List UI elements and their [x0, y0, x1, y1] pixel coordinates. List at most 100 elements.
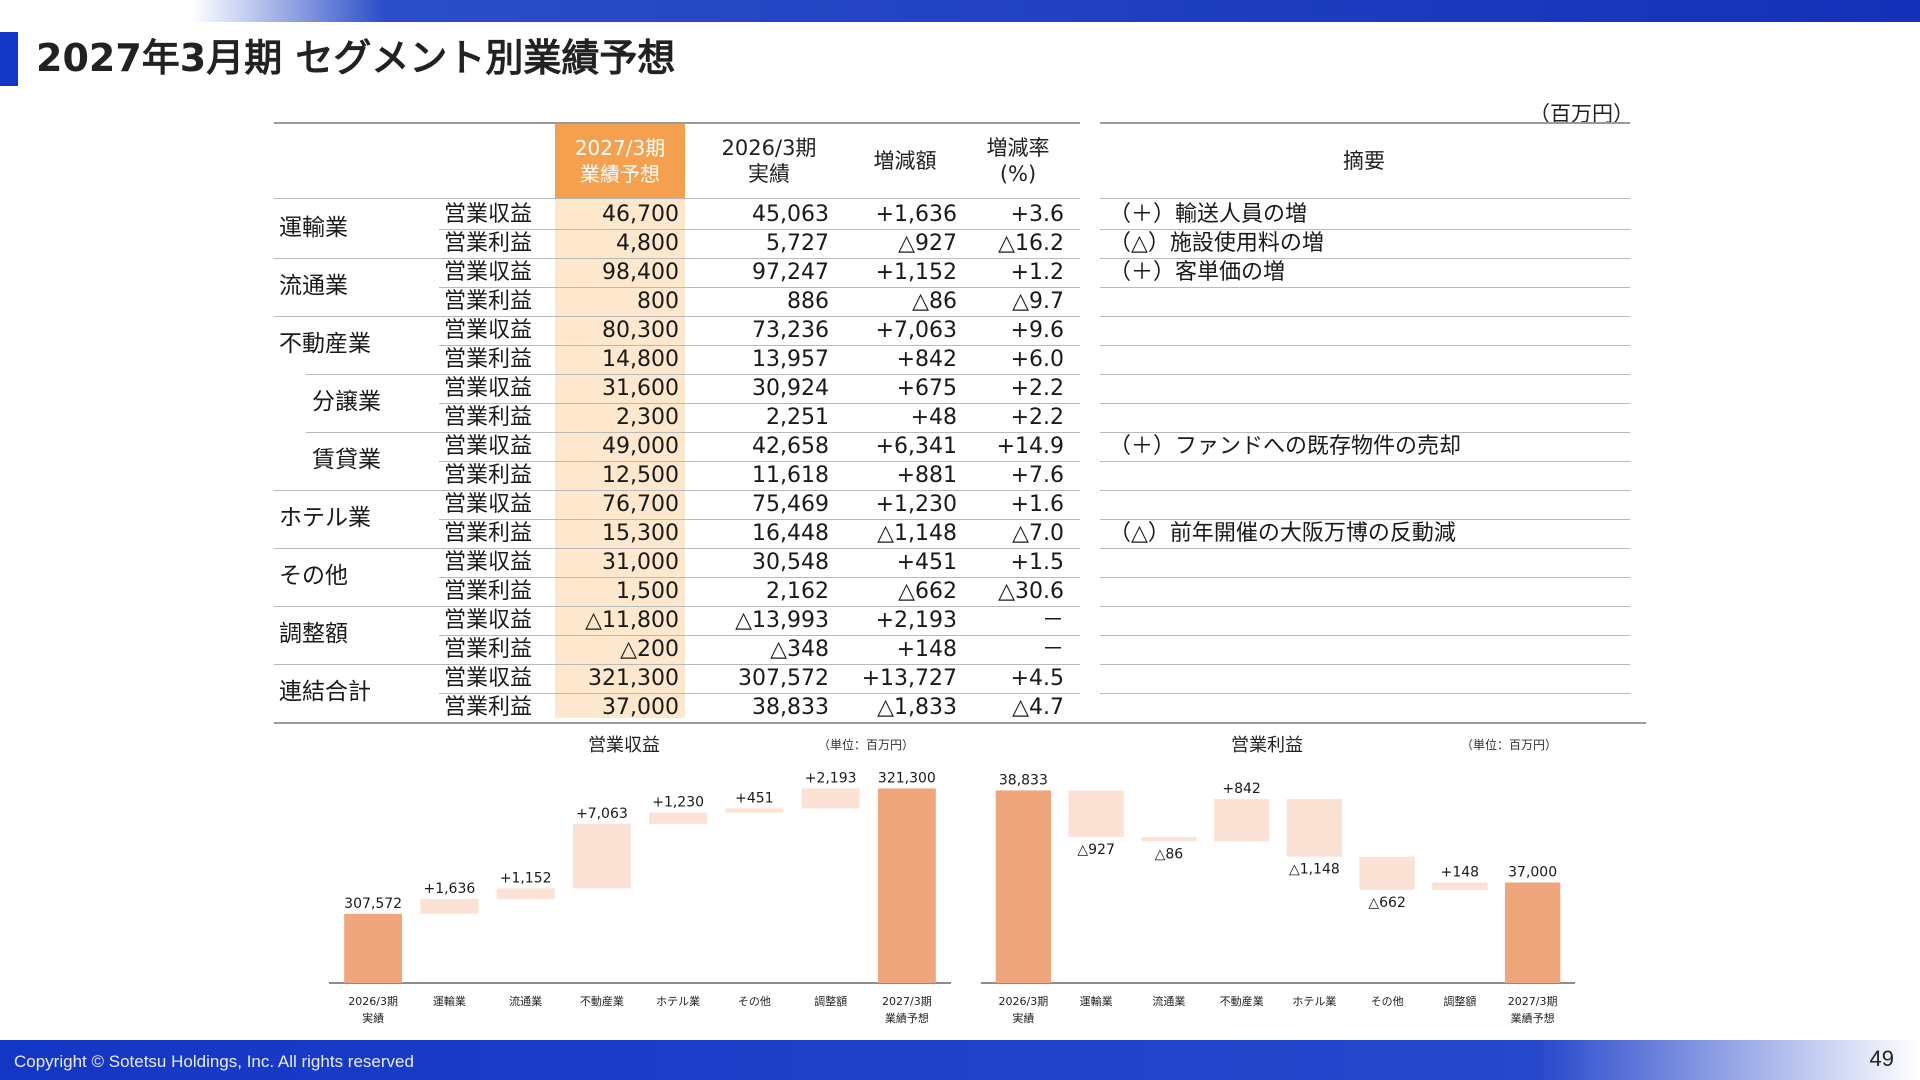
note-text: （＋）輸送人員の増: [1109, 202, 1308, 227]
row-divider: [439, 345, 1080, 346]
data-label: +1,152: [500, 870, 552, 886]
row-item-label: 営業利益: [444, 637, 533, 662]
segment-label: 分譲業: [312, 389, 381, 415]
change-value: +6,341: [875, 434, 957, 459]
row-divider: [1100, 461, 1630, 462]
rate-value: +1.6: [1010, 492, 1064, 517]
row-item-label: 営業収益: [444, 260, 533, 285]
note-text: [1109, 635, 1629, 664]
table-row: 営業収益 31,600 30,924 +675 +2.2: [274, 374, 1646, 403]
data-label: +2,193: [805, 770, 857, 786]
forecast-column-header: 2027/3期 業績予想: [555, 124, 685, 198]
category-label: 業績予想: [1511, 1011, 1555, 1025]
forecast-value: 15,300: [602, 521, 679, 546]
forecast-value: 321,300: [588, 666, 679, 691]
data-label: 321,300: [878, 770, 936, 786]
row-divider: [1100, 577, 1630, 578]
forecast-value: 2,300: [616, 405, 679, 430]
profit-chart-title: 営業利益: [1231, 735, 1303, 756]
rate-value: +1.2: [1010, 260, 1064, 285]
category-label: 2026/3期: [999, 995, 1049, 1008]
change-value: +7,063: [875, 318, 957, 343]
revenue-chart-title: 営業収益: [588, 735, 660, 756]
row-item-label: 営業収益: [444, 434, 533, 459]
rate-value: +3.6: [1010, 202, 1064, 227]
table-row: 営業収益 49,000 42,658 +6,341 +14.9 （＋）ファンドへの既存物件…: [274, 432, 1646, 461]
row-divider: [306, 374, 1080, 375]
forecast-column-highlight: [555, 122, 685, 718]
category-label: 調整額: [1443, 994, 1476, 1008]
table-row: 営業利益 1,500 2,162 △662 △30.6: [274, 577, 1646, 606]
actual-value: 886: [787, 289, 829, 314]
table-row: 営業利益 37,000 38,833 △1,833 △4.7: [274, 693, 1646, 722]
change-value: +1,152: [875, 260, 957, 285]
row-divider: [1100, 258, 1630, 259]
step-bar: [801, 788, 860, 809]
change-value: +881: [896, 463, 957, 488]
forecast-value: 46,700: [602, 202, 679, 227]
row-item-label: 営業利益: [444, 347, 533, 372]
actual-value: 30,548: [752, 550, 829, 575]
copyright-text: Copyright © Sotetsu Holdings, Inc. All r…: [14, 1052, 414, 1071]
note-text: [1109, 287, 1629, 316]
rate-value: +7.6: [1010, 463, 1064, 488]
row-divider: [439, 229, 1080, 230]
actual-value: 75,469: [752, 492, 829, 517]
category-label: 運輸業: [1080, 994, 1113, 1008]
rate-value: +2.2: [1010, 405, 1064, 430]
forecast-value: △11,800: [585, 608, 679, 633]
actual-value: 42,658: [752, 434, 829, 459]
row-item-label: 営業利益: [444, 695, 533, 720]
rate-value: △30.6: [998, 579, 1064, 604]
actual-value: 73,236: [752, 318, 829, 343]
segment-label: 連結合計: [279, 679, 371, 705]
change-value: △1,148: [877, 521, 957, 546]
table-row: 営業利益 15,300 16,448 △1,148 △7.0 （△）前年開催の大阪万博の反…: [274, 519, 1646, 548]
row-divider: [274, 490, 1080, 491]
note-text: [1109, 548, 1629, 577]
category-label: 流通業: [509, 994, 542, 1008]
category-label: 2027/3期: [1508, 995, 1558, 1008]
step-bar: [725, 808, 784, 813]
change-value: +2,193: [875, 608, 957, 633]
total-bar: [995, 790, 1052, 983]
step-bar: [420, 898, 479, 914]
note-text: [1109, 461, 1629, 490]
row-item-label: 営業利益: [444, 463, 533, 488]
note-text: [1109, 664, 1629, 693]
rate-column-header: 増減率 (%): [986, 136, 1050, 186]
note-text: （△）前年開催の大阪万博の反動減: [1109, 521, 1456, 546]
row-divider: [1100, 490, 1630, 491]
row-divider: [439, 461, 1080, 462]
data-label: +1,636: [423, 881, 475, 897]
forecast-value: △200: [620, 637, 679, 662]
rate-value: +6.0: [1010, 347, 1064, 372]
actual-value: 45,063: [752, 202, 829, 227]
data-label: △1,148: [1289, 862, 1340, 878]
step-bar: [1286, 798, 1343, 857]
page-title: 2027年3月期 セグメント別業績予想: [36, 36, 676, 80]
row-divider: [439, 287, 1080, 288]
category-label: 2026/3期: [348, 995, 398, 1008]
forecast-value: 4,800: [616, 231, 679, 256]
table-row: 営業収益 31,000 30,548 +451 +1.5: [274, 548, 1646, 577]
row-divider: [439, 693, 1080, 694]
change-value: △927: [898, 231, 957, 256]
row-divider: [439, 577, 1080, 578]
actual-value: 30,924: [752, 376, 829, 401]
table-row: 営業収益 46,700 45,063 +1,636 +3.6 （＋）輸送人員の増: [274, 200, 1646, 229]
data-label: △662: [1368, 895, 1406, 911]
step-bar: [1432, 882, 1488, 890]
actual-value: 2,162: [766, 579, 829, 604]
actual-value: 2,251: [766, 405, 829, 430]
rate-value: －: [1041, 637, 1064, 662]
row-divider: [274, 606, 1080, 607]
category-label: 運輸業: [433, 994, 466, 1008]
change-value: +842: [896, 347, 957, 372]
data-label: +7,063: [576, 806, 628, 822]
category-label: 流通業: [1152, 994, 1185, 1008]
step-bar: [1068, 790, 1124, 837]
data-label: +451: [735, 790, 773, 806]
rate-value: △7.0: [1012, 521, 1064, 546]
segment-label: 調整額: [279, 621, 348, 647]
